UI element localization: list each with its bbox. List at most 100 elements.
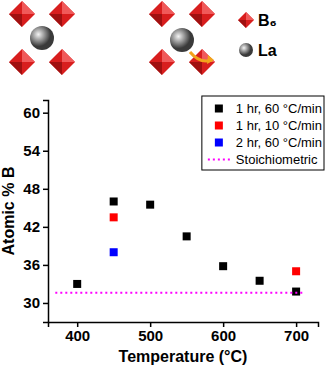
octahedron-face [238, 20, 246, 28]
tick: 42 [23, 218, 48, 235]
octahedron-face [9, 14, 22, 27]
octahedron [9, 49, 35, 75]
octahedron [149, 1, 175, 27]
y-axis-title: Atomic % B [0, 167, 17, 256]
tick-mark [43, 303, 48, 305]
legend-swatch [215, 139, 223, 147]
octahedron-face [189, 14, 202, 27]
tick-mark [43, 265, 48, 267]
octahedron-face [62, 1, 75, 14]
octahedron-face [202, 1, 215, 14]
tick-label: 42 [23, 218, 40, 235]
tick-mark [43, 189, 48, 191]
octahedron-face [9, 49, 35, 75]
atom [239, 43, 253, 57]
octahedron-face [22, 1, 35, 14]
atom [170, 28, 194, 52]
tick: 400 [65, 322, 90, 344]
x-axis-title: Temperature (°C) [119, 348, 248, 365]
octahedron-face [238, 12, 254, 28]
octahedron [189, 49, 215, 75]
tick-label: 400 [65, 327, 90, 344]
data-point [110, 248, 118, 256]
legend-box [202, 96, 324, 170]
octahedron-face [49, 14, 62, 27]
data-point [292, 267, 300, 275]
octahedron-face [22, 49, 35, 62]
data-point [146, 201, 154, 209]
plot-marks [55, 197, 303, 295]
legend-label: 2 hr, 60 °C/min [236, 135, 322, 150]
octahedron-face [49, 1, 75, 27]
series-line [55, 292, 303, 294]
tick: 500 [138, 322, 163, 344]
legend-label: 1 hr, 60 °C/min [236, 101, 322, 116]
arrow-head [207, 55, 214, 64]
tick: 54 [23, 142, 48, 159]
legend-label: 1 hr, 10 °C/min [236, 118, 322, 133]
tick-label: 36 [23, 256, 40, 273]
tick: 600 [211, 322, 236, 344]
octahedron-face [189, 1, 215, 27]
tick: 48 [23, 180, 48, 197]
illustration: B₆ La [9, 1, 277, 75]
octahedron-face [246, 12, 254, 20]
atom [30, 26, 54, 50]
legend-label: Stoichiometric [236, 152, 318, 167]
x-axis: 400 500 600 700 [49, 322, 319, 344]
tick-label: 600 [211, 327, 236, 344]
tick-mark [43, 112, 48, 114]
tick-label: 500 [138, 327, 163, 344]
legend-entry: 1 hr, 60 °C/min [215, 101, 322, 116]
tick: 60 [23, 104, 48, 121]
octahedron [189, 1, 215, 27]
octahedron [49, 1, 75, 27]
canvas: B₆ La 400 500 600 700 30 36 42 48 54 60 Temperature … [0, 0, 330, 368]
legend-entry: 1 hr, 10 °C/min [215, 118, 322, 133]
octahedron-face [189, 49, 215, 75]
tick-label: 30 [23, 294, 40, 311]
octahedron-face [149, 1, 175, 27]
octahedron-face [49, 49, 75, 75]
y-axis: 30 36 42 48 54 60 [23, 101, 48, 323]
octahedron-face [149, 49, 175, 75]
illustration-label: La [258, 42, 277, 59]
tick-label: 48 [23, 180, 40, 197]
illustration-label: B₆ [258, 12, 277, 29]
tick-label: 54 [23, 142, 40, 159]
legend-entry: Stoichiometric [208, 152, 318, 167]
tick: 30 [23, 294, 48, 311]
octahedron-face [9, 1, 35, 27]
octahedron [238, 12, 254, 28]
data-point [183, 232, 191, 240]
data-point [256, 277, 264, 285]
tick-mark [43, 150, 48, 152]
legend-swatch [215, 122, 223, 130]
tick: 700 [284, 322, 309, 344]
data-point [73, 280, 81, 288]
data-point [292, 288, 300, 296]
octahedron-face [9, 62, 22, 75]
legend-swatch [208, 159, 230, 161]
legend-swatch [215, 105, 223, 113]
octahedron-face [149, 14, 162, 27]
octahedron-face [162, 49, 175, 62]
data-point [219, 262, 227, 270]
axis-line [43, 101, 49, 323]
legend-entry: 2 hr, 60 °C/min [215, 135, 322, 150]
octahedron-face [62, 49, 75, 62]
tick-mark [43, 227, 48, 229]
data-point [110, 213, 118, 221]
octahedron-face [162, 1, 175, 14]
octahedron-face [189, 62, 202, 75]
octahedron-face [149, 62, 162, 75]
tick: 36 [23, 256, 48, 273]
octahedron [49, 49, 75, 75]
octahedron [149, 49, 175, 75]
tick-label: 700 [284, 327, 309, 344]
tick-label: 60 [23, 104, 40, 121]
octahedron [9, 1, 35, 27]
legend: 1 hr, 60 °C/min 1 hr, 10 °C/min 2 hr, 60 °… [202, 96, 324, 170]
data-point [110, 197, 118, 205]
octahedron-face [49, 62, 62, 75]
